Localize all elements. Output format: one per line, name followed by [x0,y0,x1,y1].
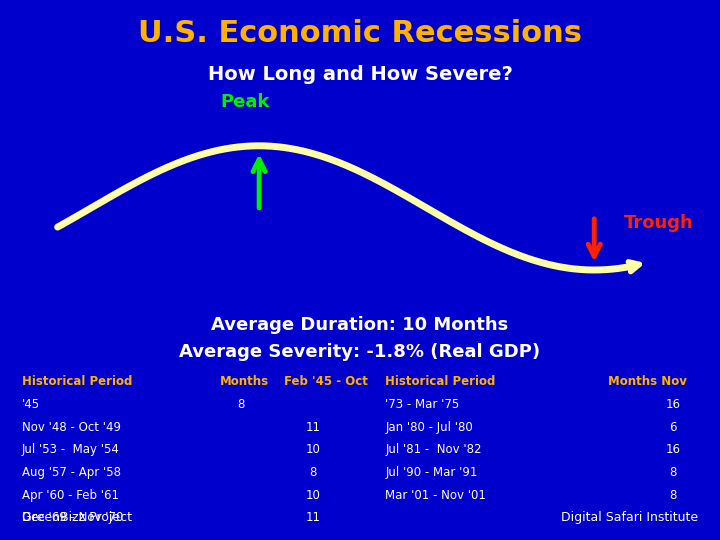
Text: 10: 10 [306,489,320,502]
Text: 8: 8 [670,489,677,502]
Text: Digital Safari Institute: Digital Safari Institute [562,511,698,524]
Text: Average Duration: 10 Months: Average Duration: 10 Months [212,316,508,334]
Text: Historical Period: Historical Period [385,375,495,388]
Text: Feb '45 - Oct: Feb '45 - Oct [284,375,368,388]
Text: Months Nov: Months Nov [608,375,688,388]
Text: 16: 16 [666,398,680,411]
Text: Mar '01 - Nov '01: Mar '01 - Nov '01 [385,489,486,502]
Text: 6: 6 [670,421,677,434]
Text: Peak: Peak [220,93,269,111]
Text: Months: Months [220,375,269,388]
Text: '73 - Mar '75: '73 - Mar '75 [385,398,459,411]
Text: '45: '45 [22,398,40,411]
Text: GreenBizz Project: GreenBizz Project [22,511,132,524]
Text: Jul '81 -  Nov '82: Jul '81 - Nov '82 [385,443,482,456]
Text: How Long and How Severe?: How Long and How Severe? [207,65,513,84]
Text: Dec '69 - Nov '70: Dec '69 - Nov '70 [22,511,123,524]
Text: Apr '60 - Feb '61: Apr '60 - Feb '61 [22,489,119,502]
Text: Average Severity: -1.8% (Real GDP): Average Severity: -1.8% (Real GDP) [179,343,541,361]
Text: Historical Period: Historical Period [22,375,132,388]
Text: 8: 8 [310,466,317,479]
Text: Jan '80 - Jul '80: Jan '80 - Jul '80 [385,421,473,434]
Text: 11: 11 [306,421,320,434]
Text: U.S. Economic Recessions: U.S. Economic Recessions [138,19,582,48]
Text: 8: 8 [670,466,677,479]
Text: Jul '90 - Mar '91: Jul '90 - Mar '91 [385,466,477,479]
Text: 11: 11 [306,511,320,524]
Text: Nov '48 - Oct '49: Nov '48 - Oct '49 [22,421,121,434]
Text: Aug '57 - Apr '58: Aug '57 - Apr '58 [22,466,121,479]
Text: Jul '53 -  May '54: Jul '53 - May '54 [22,443,120,456]
Text: 8: 8 [238,398,245,411]
Text: 16: 16 [666,443,680,456]
Text: Trough: Trough [624,214,694,232]
Text: 10: 10 [306,443,320,456]
